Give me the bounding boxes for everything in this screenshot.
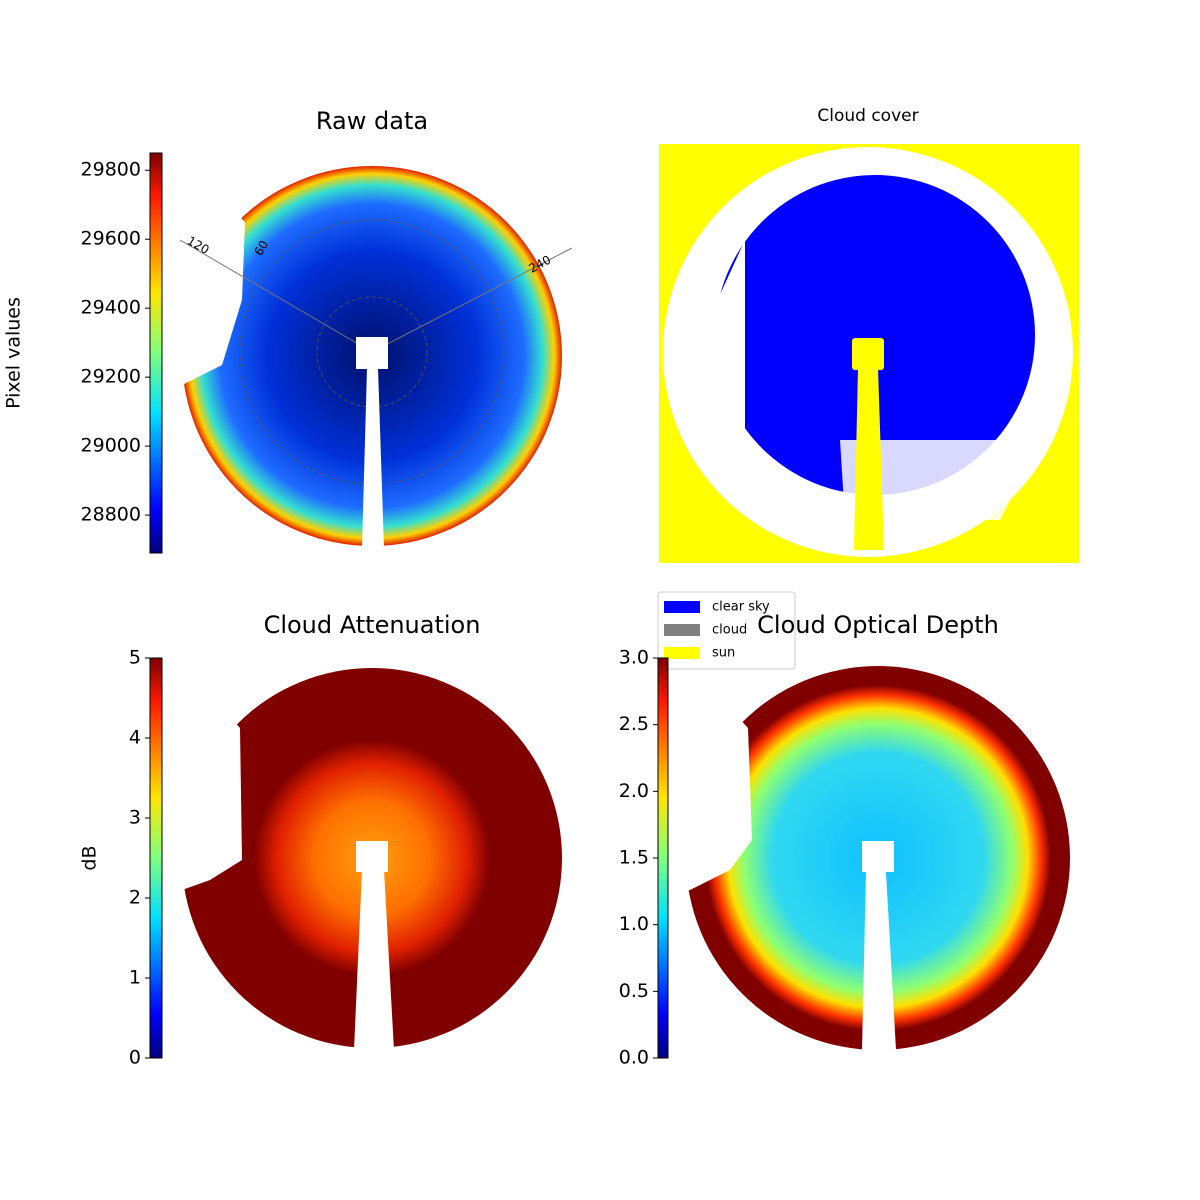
colorbar-tick-label: 29400: [81, 297, 141, 319]
raw-image: [170, 150, 573, 548]
legend-label: sun: [712, 646, 735, 661]
colorbar-tick-label: 2: [129, 887, 141, 909]
colorbar-tick-label: 5: [129, 647, 141, 669]
colorbar-tick-label: 0.0: [619, 1047, 649, 1069]
panel-title: Raw data: [316, 107, 428, 135]
colorbar-tick-label: 29000: [81, 435, 141, 457]
colorbar-tick-label: 4: [129, 727, 141, 749]
colorbar-tick-label: 0.5: [619, 980, 649, 1002]
colorbar-label: Pixel values: [3, 297, 25, 409]
colorbar-tick-label: 29600: [81, 228, 141, 250]
legend-swatch: [664, 601, 700, 613]
legend-swatch: [664, 647, 700, 659]
colorbar-label: dB: [79, 845, 101, 870]
colorbar-tick-label: 2.0: [619, 780, 649, 802]
attenuation-image: [170, 650, 562, 1050]
colorbar-tick-label: 1.5: [619, 847, 649, 869]
colorbar: [149, 152, 163, 554]
panel-title: Cloud cover: [817, 106, 918, 126]
legend-label: cloud: [712, 623, 747, 638]
polar-label: 60: [252, 238, 272, 258]
colorbar-tick-label: 29800: [81, 159, 141, 181]
colorbar-tick-label: 3.0: [619, 647, 649, 669]
colorbar-tick-label: 2.5: [619, 713, 649, 735]
colorbar-tick-label: 1: [129, 967, 141, 989]
optical-depth-image: [676, 650, 1070, 1050]
colorbar-tick-label: 0: [129, 1047, 141, 1069]
colorbar: [149, 657, 163, 1059]
colorbar-tick-label: 29200: [81, 366, 141, 388]
panel-title: Cloud Optical Depth: [757, 611, 999, 639]
cloud-cover-image: [659, 144, 1079, 563]
colorbar-tick-label: 28800: [81, 504, 141, 526]
colorbar-tick-label: 1.0: [619, 913, 649, 935]
panel-title: Cloud Attenuation: [264, 611, 481, 639]
legend-label: clear sky: [712, 600, 770, 615]
legend-swatch: [664, 624, 700, 636]
colorbar-tick-label: 3: [129, 807, 141, 829]
colorbar: [657, 657, 669, 1059]
